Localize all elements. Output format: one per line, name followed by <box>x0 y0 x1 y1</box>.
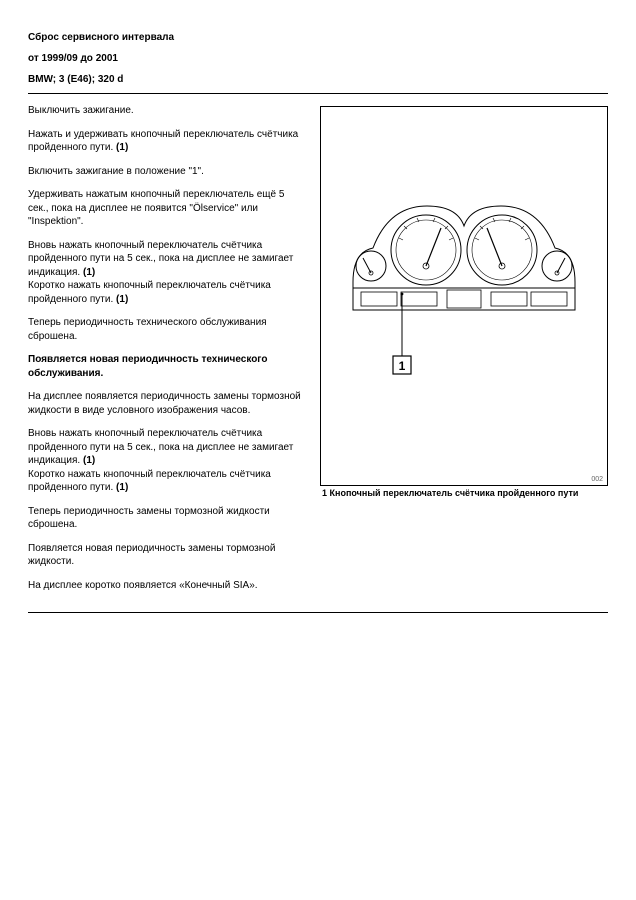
section-subhead: Появляется новая периодичность техническ… <box>28 353 306 380</box>
figure-frame: 1 002 <box>320 106 608 486</box>
step: На дисплее появляется периодичность заме… <box>28 390 306 417</box>
step: Нажать и удерживать кнопочный переключат… <box>28 128 306 155</box>
step: Теперь периодичность технического обслуж… <box>28 316 306 343</box>
step: Выключить зажигание. <box>28 104 306 118</box>
step: Теперь периодичность замены тормозной жи… <box>28 505 306 532</box>
callout-number: 1 <box>399 359 406 373</box>
vehicle-model: BMW; 3 (E46); 320 d <box>28 74 608 85</box>
figure-id: 002 <box>591 476 603 483</box>
instructions-column: Выключить зажигание. Нажать и удерживать… <box>28 104 306 602</box>
step: Включить зажигание в положение "1". <box>28 165 306 179</box>
figure-caption: 1 Кнопочный переключатель счётчика пройд… <box>320 488 608 499</box>
doc-title: Сброс сервисного интервала <box>28 32 608 43</box>
date-range: от 1999/09 до 2001 <box>28 53 608 64</box>
step: Вновь нажать кнопочный переключатель счё… <box>28 427 306 495</box>
step: На дисплее коротко появляется «Конечный … <box>28 579 306 593</box>
step: Появляется новая периодичность замены то… <box>28 542 306 569</box>
step: Вновь нажать кнопочный переключатель счё… <box>28 239 306 307</box>
dashboard-diagram: 1 <box>339 188 589 388</box>
step: Удерживать нажатым кнопочный переключате… <box>28 188 306 229</box>
document-header: Сброс сервисного интервала от 1999/09 до… <box>28 32 608 94</box>
document-body: Выключить зажигание. Нажать и удерживать… <box>28 104 608 613</box>
figure-column: 1 002 1 Кнопочный переключатель счётчика… <box>320 104 608 602</box>
